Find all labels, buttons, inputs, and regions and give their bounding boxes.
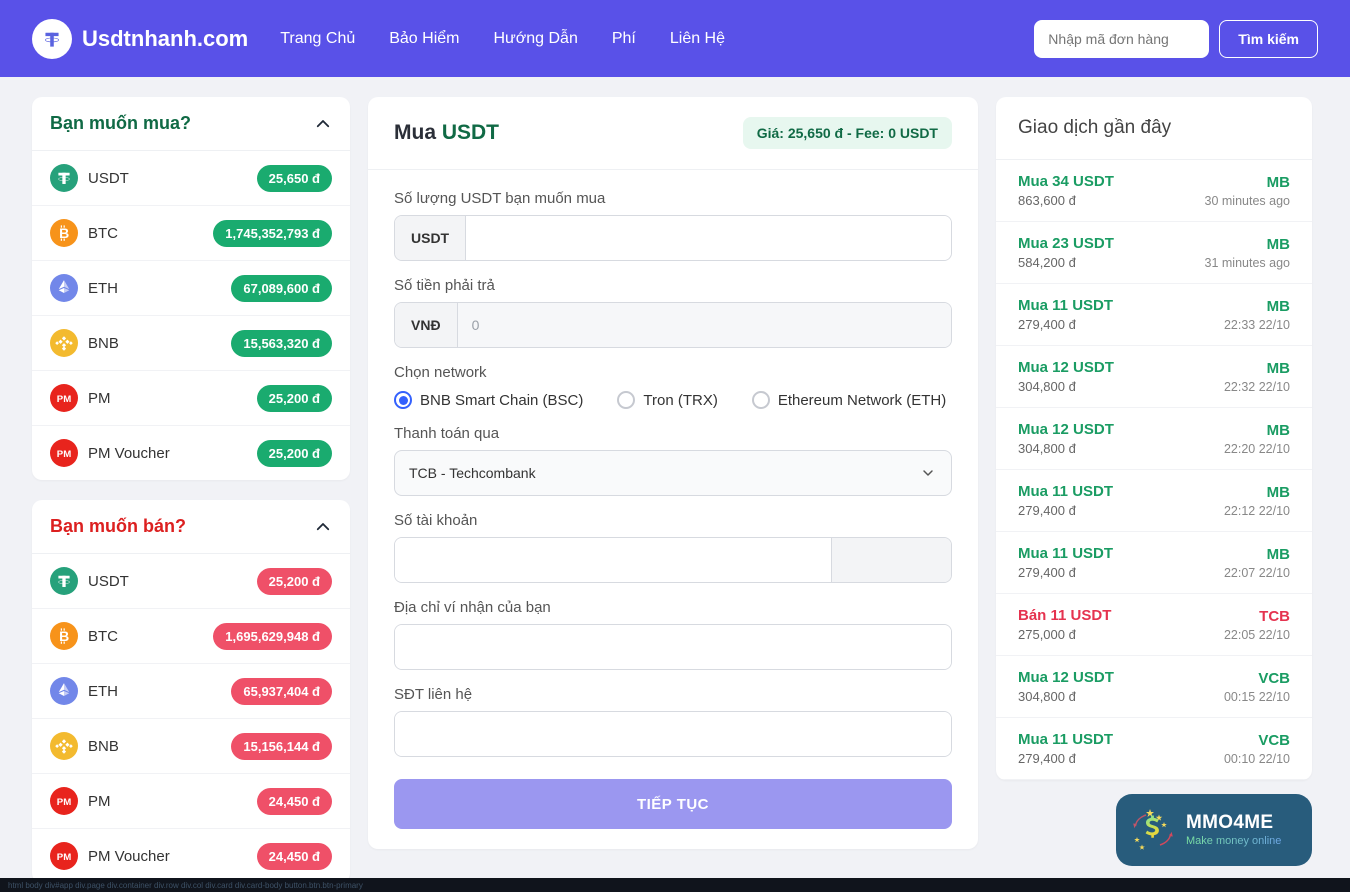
svg-text:PM: PM [57, 449, 71, 460]
svg-text:PM: PM [57, 797, 71, 808]
svg-text:PM: PM [57, 394, 71, 405]
svg-text:PM: PM [57, 852, 71, 863]
